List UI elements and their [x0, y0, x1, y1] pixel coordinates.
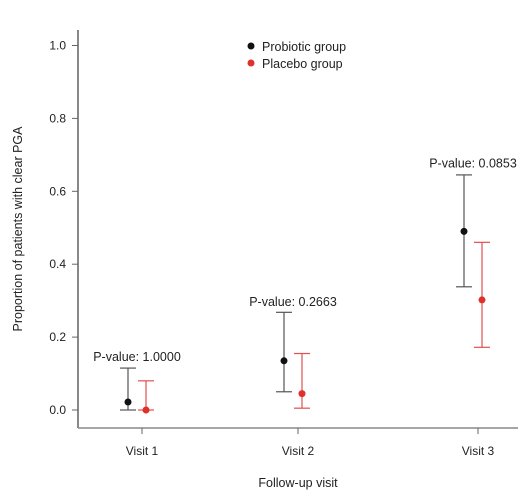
legend-label-probiotic: Probiotic group [262, 40, 346, 54]
data-points [124, 227, 486, 414]
legend: Probiotic group Placebo group [247, 40, 346, 71]
y-ticks: 0.0 0.2 0.4 0.6 0.8 1.0 [49, 39, 78, 417]
p-value-label: P-value: 0.0853 [429, 157, 517, 171]
data-point [478, 296, 486, 304]
x-ticks: Visit 1 Visit 2 Visit 3 [126, 428, 495, 458]
y-tick-label: 0.2 [49, 330, 66, 344]
y-tick-label: 0.6 [49, 184, 66, 198]
legend-label-placebo: Placebo group [262, 57, 343, 71]
y-axis-title: Proportion of patients with clear PGA [11, 126, 25, 332]
p-value-label: P-value: 1.0000 [93, 350, 181, 364]
error-bars [120, 174, 490, 411]
data-point [298, 390, 306, 398]
x-tick-label: Visit 2 [282, 444, 315, 458]
data-point [142, 406, 150, 414]
data-point [460, 227, 468, 235]
y-tick-label: 0.8 [49, 111, 66, 125]
y-tick-label: 1.0 [49, 39, 66, 53]
x-tick-label: Visit 3 [462, 444, 495, 458]
data-point [124, 398, 132, 406]
x-axis-title: Follow-up visit [258, 476, 338, 490]
legend-marker-placebo [247, 59, 255, 67]
legend-marker-probiotic [247, 42, 255, 50]
x-tick-label: Visit 1 [126, 444, 159, 458]
y-tick-label: 0.0 [49, 403, 66, 417]
plot-frame [77, 30, 518, 429]
y-tick-label: 0.4 [49, 257, 66, 271]
annotations: P-value: 1.0000 P-value: 0.2663 P-value: 0… [93, 157, 517, 364]
data-point [280, 357, 288, 365]
p-value-label: P-value: 0.2663 [249, 295, 337, 309]
